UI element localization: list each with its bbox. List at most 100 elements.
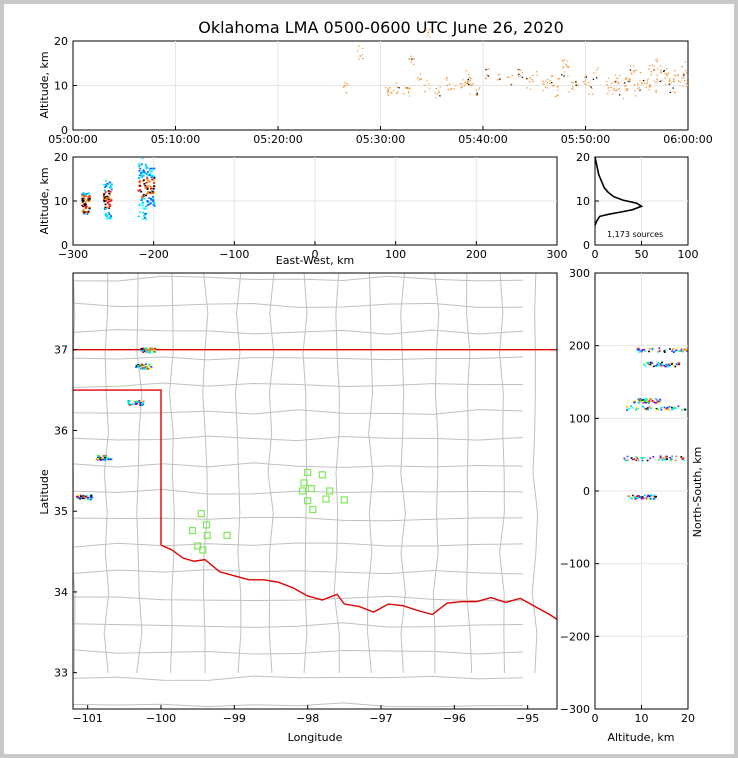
source-point <box>635 409 638 411</box>
source-point <box>618 75 621 77</box>
source-point <box>139 404 142 407</box>
source-point <box>105 215 108 218</box>
source-point <box>107 216 110 219</box>
source-point <box>148 348 151 351</box>
source-point <box>136 400 139 402</box>
source-point <box>152 199 155 202</box>
source-point <box>673 406 676 409</box>
source-point <box>629 497 632 499</box>
source-point <box>142 400 145 403</box>
source-point <box>104 455 107 457</box>
source-point <box>550 81 553 84</box>
source-point <box>639 80 641 82</box>
source-point <box>142 180 145 183</box>
source-point <box>529 88 532 90</box>
source-point <box>152 168 155 171</box>
source-point <box>390 92 392 94</box>
source-point <box>683 459 685 461</box>
source-point <box>127 400 130 403</box>
source-point <box>553 85 555 87</box>
county-line <box>267 273 275 674</box>
ns-tick-label: 100 <box>569 412 590 425</box>
source-point <box>647 408 650 411</box>
source-point <box>419 73 421 75</box>
source-point <box>634 90 636 92</box>
source-point <box>87 211 90 213</box>
source-point <box>89 498 92 501</box>
source-point <box>685 348 688 351</box>
source-point <box>667 72 670 74</box>
source-point <box>77 496 80 498</box>
source-point <box>605 80 608 83</box>
source-point <box>435 97 437 99</box>
source-point <box>412 58 414 61</box>
source-point <box>652 365 655 368</box>
source-point <box>142 402 145 404</box>
source-point <box>141 204 144 207</box>
source-point <box>643 456 646 459</box>
ew-tick-label: −100 <box>219 248 249 261</box>
source-point <box>511 74 513 77</box>
source-point <box>587 81 590 84</box>
source-point <box>475 93 478 95</box>
ew-tick-label: 200 <box>466 248 487 261</box>
county-line <box>73 569 524 575</box>
source-point <box>134 401 137 404</box>
source-point <box>633 401 636 404</box>
source-point <box>593 72 595 74</box>
source-point <box>467 78 469 81</box>
source-point <box>82 200 85 203</box>
ew-tick-label: −200 <box>139 248 169 261</box>
source-point <box>660 408 663 411</box>
source-point <box>146 349 149 351</box>
source-point <box>642 79 645 82</box>
source-point <box>657 400 660 403</box>
lma-station-marker <box>326 487 334 495</box>
source-point <box>387 94 390 96</box>
source-point <box>466 81 469 83</box>
source-point <box>88 198 91 201</box>
ns-tick-label: 300 <box>569 267 590 280</box>
ns-tick-label: −100 <box>560 558 590 571</box>
source-point <box>145 194 148 197</box>
source-point <box>434 92 436 94</box>
source-point <box>462 79 464 81</box>
source-point <box>467 73 470 76</box>
source-point <box>146 191 149 193</box>
source-point <box>137 190 140 192</box>
source-point <box>542 90 544 92</box>
source-point <box>142 351 145 354</box>
source-point <box>631 458 634 461</box>
source-point <box>518 73 520 75</box>
source-point <box>108 186 111 189</box>
source-point <box>681 77 683 80</box>
source-point <box>144 363 147 366</box>
source-point <box>631 497 634 500</box>
source-point <box>75 495 78 498</box>
source-point <box>647 401 649 404</box>
source-point <box>468 84 471 86</box>
source-point <box>551 85 554 87</box>
source-point <box>682 457 685 460</box>
source-point <box>109 185 112 188</box>
source-point <box>140 367 143 369</box>
source-point <box>651 399 654 402</box>
source-point <box>152 175 155 177</box>
source-point <box>649 86 652 88</box>
source-point <box>148 203 151 206</box>
source-point <box>518 68 521 71</box>
source-point <box>141 195 144 198</box>
source-point <box>648 347 651 350</box>
source-point <box>653 68 656 71</box>
source-point <box>626 459 629 461</box>
source-point <box>558 77 560 79</box>
source-point <box>566 60 569 62</box>
lma-station-marker <box>194 542 202 550</box>
source-point <box>680 349 683 351</box>
source-point <box>138 365 141 368</box>
source-point <box>664 408 666 411</box>
source-point <box>106 457 109 459</box>
time-tick-label: 05:40:00 <box>458 133 507 146</box>
source-point <box>632 70 635 72</box>
source-point <box>140 190 143 193</box>
